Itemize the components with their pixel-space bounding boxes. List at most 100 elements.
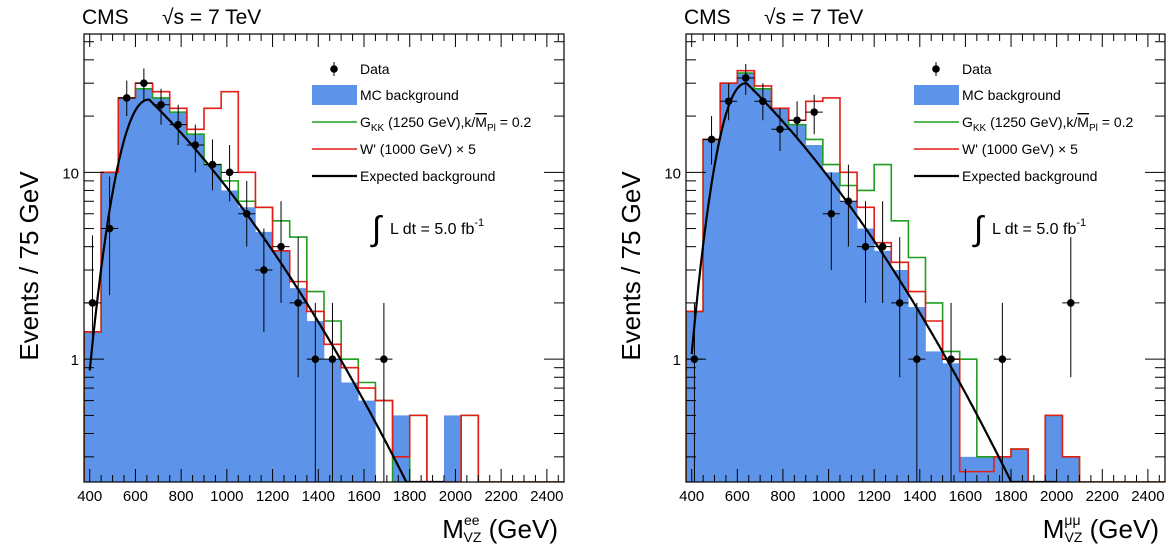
x-tick-label: 2400 [1131,488,1164,505]
data-point [169,104,187,146]
mc-background-bar [255,231,273,482]
mc-background-bar [135,88,153,482]
data-point [255,228,273,332]
data-marker [225,168,234,177]
y-axis-label: Events / 75 GeV [14,171,44,361]
data-point [101,176,119,296]
mc-background-bar [444,415,462,482]
y-tick-label: 1 [673,352,681,369]
data-point [771,108,789,152]
mc-background-bar [238,207,256,482]
data-marker [208,160,217,169]
y-axis-label: Events / 75 GeV [616,171,646,361]
mc-background-bar [358,400,376,482]
x-tick-label: 1400 [302,488,335,505]
x-axis-label: Mee VZ (GeV) [442,512,558,545]
mc-background-bar [976,456,995,482]
data-point [908,302,926,482]
plot-frame [685,33,1166,483]
data-point [375,302,393,482]
data-marker [1066,299,1075,307]
x-tick-label: 600 [725,488,750,505]
mc-background-bar [925,351,943,482]
x-tick-label: 1600 [347,488,380,505]
data-marker [793,116,801,125]
legend-data-label: Data [962,61,992,77]
mc-background-bar [221,190,239,482]
mc-background-bar [839,201,858,482]
mc-background-bar [1011,449,1029,482]
data-marker [998,355,1007,363]
data-point [805,94,823,135]
mc-background-bar [204,164,222,482]
x-tick-label: 1400 [903,488,936,505]
data-point [839,164,857,247]
data-point [221,145,239,202]
mc-background-bar [289,288,308,482]
x-tick-label: 1000 [812,488,845,505]
experiment-label: CMS [684,6,731,29]
legend-expected-label: Expected background [360,168,495,184]
mc-background-bar [186,134,205,482]
x-tick-label: 2000 [439,488,472,505]
data-marker [380,355,388,363]
data-marker [122,94,131,102]
gkk-signal-line [84,87,564,482]
data-marker [191,141,200,149]
x-tick-label: 400 [77,488,102,505]
data-marker [827,209,836,218]
data-marker [242,209,251,218]
x-tick-label: 600 [123,488,148,505]
x-tick-label: 2200 [1086,488,1119,505]
x-tick-label: 1000 [210,488,243,505]
mc-background-bar [788,124,807,482]
data-marker [947,355,955,363]
mc-background-bar [1062,456,1080,482]
luminosity-label: ∫ L dt = 5.0 fb-1 [370,210,484,248]
data-point [702,116,721,165]
legend-data-marker [330,65,338,73]
mc-background-bar [84,331,102,482]
mc-background-bar [737,73,755,482]
legend-mc-label: MC background [962,87,1061,103]
mc-background-bar [272,250,291,482]
data-point [891,237,909,378]
expected-background-curve [88,98,444,482]
plot-area [686,64,1165,482]
data-point [272,201,290,303]
data-point [1062,237,1080,378]
data-marker [724,97,733,106]
experiment-label: CMS [82,6,129,29]
expected-background-curve [690,82,1057,482]
data-point [118,80,136,117]
data-point [306,302,324,482]
data-marker [844,197,853,206]
data-marker [810,108,818,116]
data-point [942,302,960,482]
mc-background-bar [1045,415,1063,482]
data-point [238,180,256,247]
legend: Data MC background GKK (1250 GeV),k/MPl = … [312,61,531,184]
legend: Data MC background GKK (1250 GeV),k/MPl = … [914,61,1133,184]
data-marker [140,79,148,87]
luminosity-text: L dt = 5.0 fb-1 [390,217,484,238]
legend-mc-swatch [914,85,959,105]
legend-mc-label: MC background [360,87,459,103]
data-marker [878,242,887,251]
data-marker [328,355,337,363]
x-tick-label: 800 [770,488,795,505]
data-marker [776,125,784,134]
data-point [135,68,153,102]
luminosity-label: ∫ L dt = 5.0 fb-1 [972,210,1086,248]
data-point [874,201,892,303]
legend-gkk-label: GKK (1250 GeV),k/MPl = 0.2 [360,114,531,134]
panel-ee: 400 600 800 1000 1200 1400 1600 1800 2000 2200 240… [14,6,565,545]
legend-wprime-label: W' (1000 GeV) × 5 [360,141,476,157]
data-marker [277,242,285,251]
mc-background-bar [703,139,721,482]
x-axis-label: Mμμ VZ (GeV) [1043,512,1159,545]
data-point [737,64,755,95]
mc-background-bar [169,112,188,482]
data-marker [260,266,268,274]
plot-frame [83,33,565,483]
